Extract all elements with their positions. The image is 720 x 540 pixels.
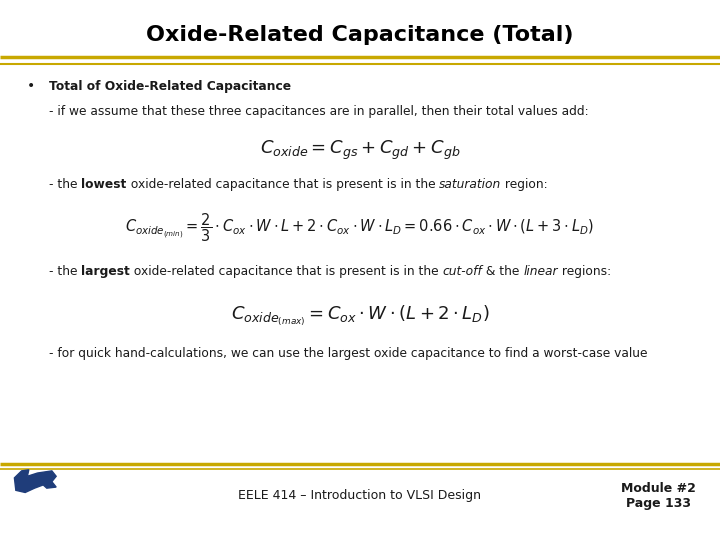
Text: largest: largest [81,265,130,278]
Text: - the: - the [49,265,81,278]
Text: saturation: saturation [439,178,501,191]
Text: - the: - the [49,178,81,191]
Text: Total of Oxide-Related Capacitance: Total of Oxide-Related Capacitance [49,80,291,93]
Text: oxide-related capacitance that is present is in the: oxide-related capacitance that is presen… [130,265,443,278]
Text: $C_{oxide_{(max)}} = C_{ox} \cdot W \cdot \left(L + 2 \cdot L_D\right)$: $C_{oxide_{(max)}} = C_{ox} \cdot W \cdo… [230,304,490,328]
Text: oxide-related capacitance that is present is in the: oxide-related capacitance that is presen… [127,178,439,191]
Text: EELE 414 – Introduction to VLSI Design: EELE 414 – Introduction to VLSI Design [238,489,482,502]
Text: $C_{oxide_{(min)}} = \dfrac{2}{3} \cdot C_{ox} \cdot W \cdot L + 2 \cdot C_{ox} : $C_{oxide_{(min)}} = \dfrac{2}{3} \cdot … [125,212,595,244]
Polygon shape [14,470,56,492]
Text: •: • [27,79,35,93]
Text: lowest: lowest [81,178,127,191]
Text: regions:: regions: [558,265,611,278]
Text: region:: region: [501,178,548,191]
Text: $C_{oxide} = C_{gs} + C_{gd} + C_{gb}$: $C_{oxide} = C_{gs} + C_{gd} + C_{gb}$ [260,139,460,161]
Text: Page 133: Page 133 [626,497,691,510]
Text: linear: linear [523,265,558,278]
Text: Module #2: Module #2 [621,482,696,495]
Text: cut-off: cut-off [443,265,482,278]
Text: & the: & the [482,265,523,278]
Text: Oxide-Related Capacitance (Total): Oxide-Related Capacitance (Total) [146,25,574,45]
Text: - for quick hand-calculations, we can use the largest oxide capacitance to find : - for quick hand-calculations, we can us… [49,347,647,360]
Text: - if we assume that these three capacitances are in parallel, then their total v: - if we assume that these three capacita… [49,105,588,118]
